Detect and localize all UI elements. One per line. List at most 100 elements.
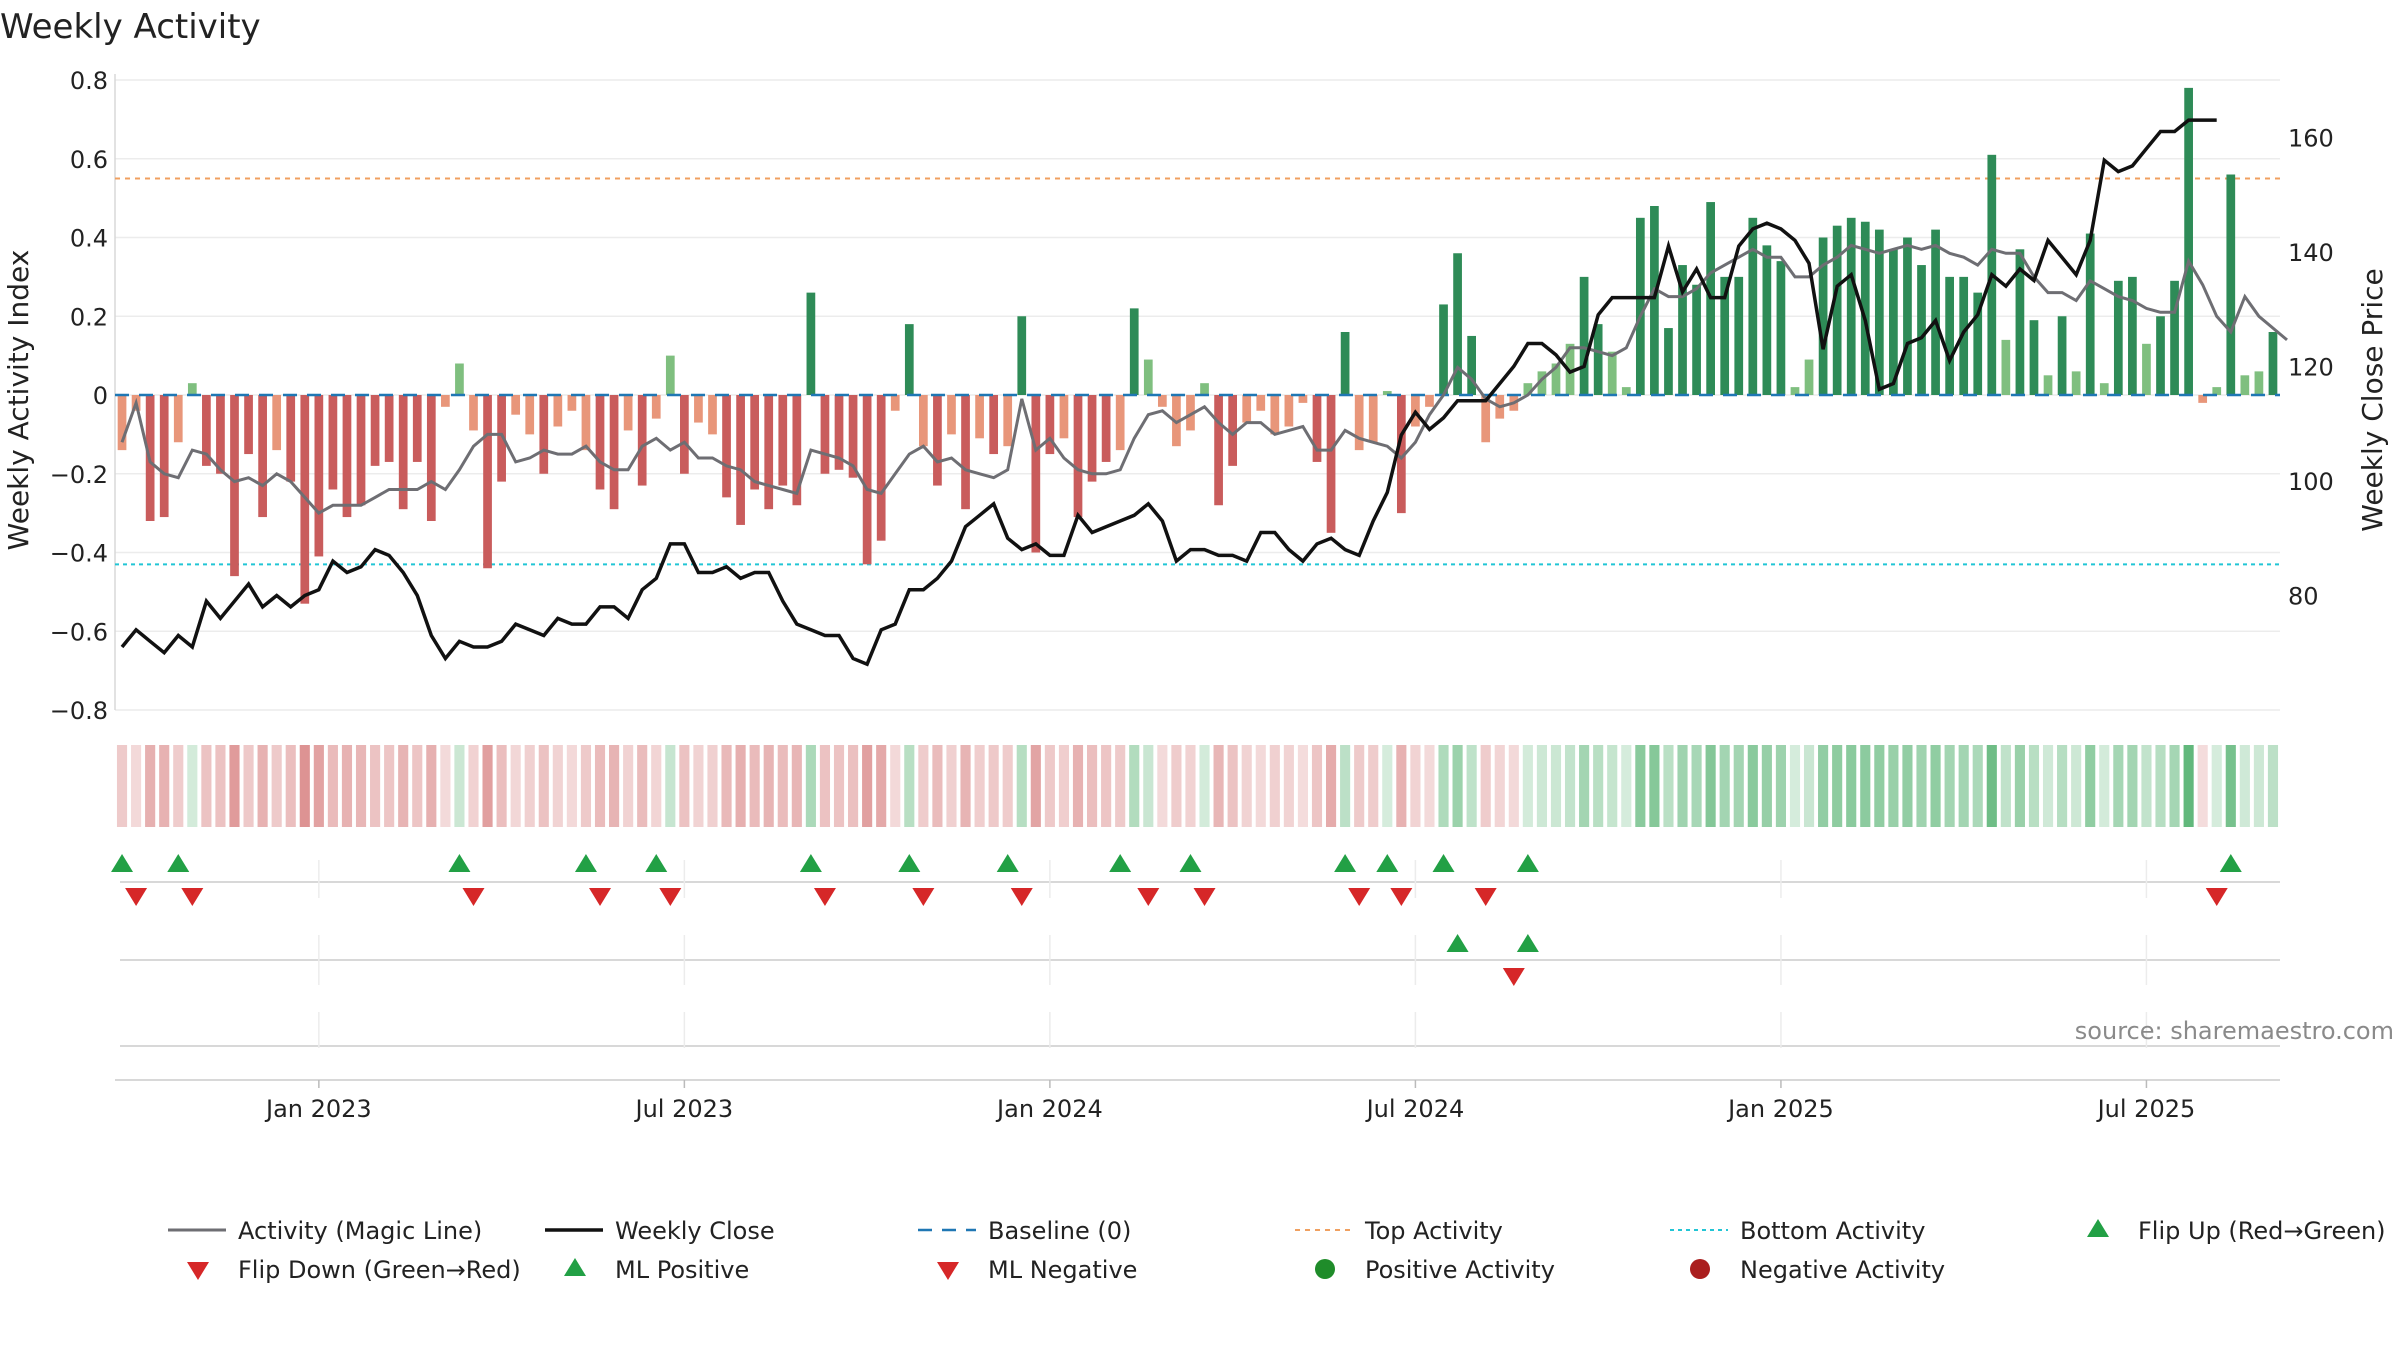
activity-bar: [680, 395, 689, 474]
heat-strip-cell: [1480, 745, 1491, 827]
heat-strip-cell: [848, 745, 859, 827]
activity-bar: [173, 395, 183, 443]
activity-bar: [1551, 363, 1561, 395]
y-tick-label: 0: [93, 382, 108, 410]
heat-strip-cell: [1255, 745, 1266, 827]
heat-strip-cell: [623, 745, 634, 827]
activity-bar: [1031, 395, 1041, 553]
heat-strip-cell: [1522, 745, 1533, 827]
activity-bar: [2212, 387, 2222, 395]
gridlines: [114, 74, 2280, 711]
activity-bar: [314, 395, 324, 557]
x-axis-ticks: Jan 2023 Jul 2023 Jan 2024 Jul 2024 Jan 2025…: [264, 1080, 2195, 1123]
ml-positive-marker: [1446, 934, 1469, 952]
y-tick-label: −0.4: [50, 540, 108, 568]
activity-bar: [286, 395, 296, 482]
activity-bar: [1396, 395, 1406, 514]
activity-bar: [441, 395, 450, 407]
activity-bar: [202, 395, 211, 466]
heat-strip-cell: [693, 745, 704, 827]
heat-strip-cell: [1663, 745, 1674, 827]
heat-strip-cell: [482, 745, 493, 827]
y-tick-label: 0.8: [70, 67, 108, 95]
activity-bar: [1692, 284, 1701, 395]
heat-strip-cell: [229, 745, 240, 827]
signal-rows: [111, 854, 2280, 1081]
heat-strip-cell: [1536, 745, 1547, 827]
flip-down-marker: [181, 888, 204, 906]
heat-strip-cell: [1354, 745, 1365, 827]
heat-strip-cell: [1199, 745, 1210, 827]
activity-bar: [904, 324, 914, 395]
heat-strip-cell: [1789, 745, 1801, 827]
activity-bar: [1157, 395, 1167, 407]
flip-up-marker: [1376, 854, 1399, 872]
activity-bar: [722, 395, 731, 498]
flip-down-marker: [589, 888, 612, 906]
activity-bar: [750, 395, 760, 490]
heat-strip-cell: [679, 745, 690, 827]
y-tick-label: 0.2: [70, 303, 108, 331]
y-tick-label: −0.8: [50, 697, 108, 725]
activity-bar: [455, 363, 464, 395]
heat-strip-cell: [257, 745, 268, 827]
heat-strip-cell: [918, 745, 929, 827]
heat-strip-cell: [763, 745, 774, 827]
heat-strip-cell: [1579, 745, 1590, 827]
heat-strip-cell: [159, 745, 170, 827]
activity-bar: [1832, 225, 1842, 395]
heat-strip-cell: [890, 745, 901, 827]
legend-swatch: [187, 1262, 209, 1280]
flip-down-marker: [1390, 888, 1413, 906]
heat-strip-cell: [524, 745, 535, 827]
activity-bar: [1200, 383, 1209, 395]
heat-strip-cell: [370, 745, 381, 827]
activity-bar: [2057, 316, 2067, 395]
heat-strip-cell: [454, 745, 465, 827]
heat-strip-cell: [819, 745, 831, 827]
heat-strip-cell: [1143, 745, 1154, 827]
flip-up-marker: [1109, 854, 1132, 872]
heat-strip-cell: [1368, 745, 1379, 827]
activity-bar: [567, 395, 577, 411]
heat-strip-cell: [1916, 745, 1927, 827]
activity-bar: [1073, 395, 1083, 518]
heat-strip-cell: [721, 745, 732, 827]
legend-label: Negative Activity: [1740, 1256, 1945, 1284]
legend-swatch: [1315, 1259, 1335, 1279]
heat-strip-cell: [1002, 745, 1013, 827]
activity-bar: [398, 395, 408, 510]
heat-strip-cell: [594, 745, 606, 827]
flip-up-marker: [898, 854, 921, 872]
heat-strip-cell: [791, 745, 802, 827]
activity-bar: [2071, 371, 2081, 395]
heat-strip-cell: [1719, 745, 1730, 827]
activity-bar: [1115, 395, 1125, 451]
activity-bar: [2099, 383, 2109, 395]
activity-bar: [1748, 217, 1758, 395]
heat-strip-cell: [651, 745, 662, 827]
activity-bar: [1874, 229, 1884, 395]
activity-bar: [1917, 265, 1926, 395]
heat-strip-cell: [1635, 745, 1646, 827]
flip-down-marker: [1137, 888, 1160, 906]
flip-down-marker: [813, 888, 836, 906]
activity-bar: [1326, 395, 1336, 533]
heat-strip-cell: [1677, 745, 1688, 827]
heat-strip-cell: [1213, 745, 1224, 827]
activity-bar: [1664, 328, 1673, 395]
heat-strip-cell: [2141, 745, 2152, 827]
activity-bar: [919, 395, 928, 447]
activity-bar: [525, 395, 535, 435]
activity-bar: [356, 395, 366, 506]
activity-bar: [2043, 375, 2053, 395]
activity-bar: [1101, 395, 1111, 462]
activity-bar: [2029, 320, 2039, 395]
heat-strip-cell: [327, 745, 338, 827]
activity-bar: [1228, 395, 1238, 466]
heat-strip-cell: [1466, 745, 1477, 827]
legend-label: Weekly Close: [615, 1217, 775, 1245]
heat-strip-cell: [2028, 745, 2040, 827]
heat-strip-cell: [1297, 745, 1308, 827]
activity-bar: [1284, 395, 1294, 427]
